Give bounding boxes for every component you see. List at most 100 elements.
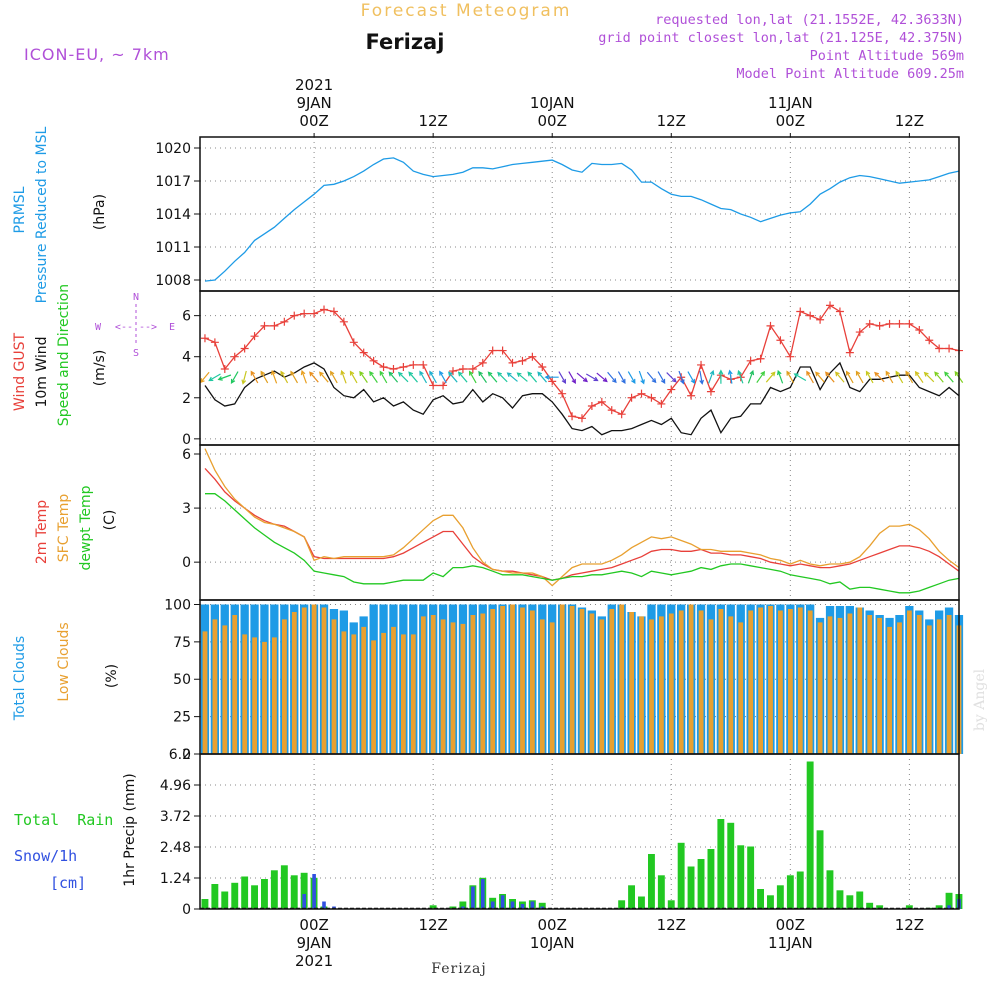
- gust-marker: [786, 352, 795, 361]
- pressure-label-prmsl: PRMSL: [12, 186, 28, 233]
- pressure-label-msl: Pressure Reduced to MSL: [34, 126, 50, 303]
- low-cloud-bar: [936, 619, 942, 754]
- low-cloud-bar: [420, 616, 426, 754]
- wind-direction-arrow: [607, 371, 617, 384]
- low-cloud-bar: [867, 615, 873, 754]
- wind-direction-arrow: [558, 371, 567, 384]
- low-cloud-bar: [807, 610, 813, 754]
- top-time-label: 12Z: [418, 112, 447, 130]
- low-cloud-bar: [708, 619, 714, 754]
- bottom-time-label: 2021: [295, 952, 333, 970]
- low-cloud-bar: [907, 610, 912, 754]
- wind-direction-arrow: [468, 370, 477, 384]
- low-cloud-bar: [768, 606, 773, 754]
- rain-bar: [538, 902, 546, 910]
- compass-south: S: [133, 348, 139, 359]
- wind-direction-arrow: [944, 371, 954, 383]
- low-cloud-bar: [361, 626, 367, 754]
- rain-bar: [826, 870, 834, 910]
- gust-marker: [468, 365, 477, 374]
- snow-bar: [520, 904, 525, 909]
- precip-label-group: Total Rain Snow/1h [cm] 1hr Precip (mm): [14, 773, 138, 892]
- low-cloud-bar: [262, 641, 267, 754]
- gust-marker: [230, 352, 239, 361]
- wind-direction-arrow: [280, 370, 289, 384]
- wind-direction-arrow: [497, 371, 508, 383]
- compass-east: E: [169, 322, 175, 333]
- temperature-series-dewpt-temp: [205, 493, 960, 594]
- rain-bar: [201, 899, 209, 909]
- top-time-label: 12Z: [657, 112, 686, 130]
- gust-marker: [320, 305, 329, 314]
- low-cloud-bar: [778, 610, 783, 754]
- gust-marker: [865, 319, 874, 328]
- wind-direction-arrow: [506, 372, 518, 382]
- wind-direction-arrow: [617, 371, 626, 384]
- wind-direction-arrow: [699, 370, 704, 385]
- rain-bar: [856, 891, 864, 909]
- gust-marker: [250, 332, 259, 341]
- rain-bar: [231, 882, 239, 910]
- wind-direction-arrow: [439, 370, 447, 384]
- gust-marker: [290, 311, 299, 320]
- low-cloud-bar: [212, 619, 218, 754]
- wind-direction-arrow: [777, 369, 784, 384]
- wind-direction-arrow: [478, 370, 487, 383]
- compass-arrows: <-- -->: [115, 322, 157, 333]
- pressure-unit: (hPa): [92, 194, 108, 230]
- gust-marker: [200, 334, 209, 343]
- gust-marker: [915, 326, 924, 335]
- clouds-ytick-label: 0: [182, 747, 191, 763]
- bottom-time-label: 9JAN: [297, 934, 332, 952]
- bottom-time-label: 10JAN: [530, 934, 575, 952]
- low-cloud-bar: [887, 626, 892, 754]
- top-time-label: 9JAN: [297, 94, 332, 112]
- wind-series-wind-gust: [204, 304, 960, 420]
- gust-marker: [220, 365, 229, 374]
- gust-marker: [706, 387, 715, 396]
- panels: 100810111014101710200246036025507510001.…: [155, 136, 964, 918]
- gust-marker: [449, 367, 457, 376]
- gust-marker: [627, 393, 636, 402]
- gust-marker: [409, 360, 418, 369]
- wind-direction-arrow: [708, 369, 715, 384]
- wind-direction-arrow: [527, 371, 538, 383]
- gust-marker: [855, 328, 864, 337]
- low-cloud-bar: [510, 604, 515, 754]
- low-cloud-bar: [579, 609, 585, 754]
- gust-marker: [637, 389, 646, 398]
- temp-unit: (C): [102, 510, 118, 531]
- low-cloud-bar: [946, 615, 952, 754]
- temp-label-group: 2m Temp SFC Temp dewpt Temp (C): [34, 485, 118, 570]
- wind-direction-arrow: [737, 369, 744, 384]
- gust-marker: [746, 356, 755, 365]
- wind-direction-arrow: [845, 370, 854, 384]
- snow-bar: [312, 874, 316, 909]
- clouds-ytick-label: 50: [173, 672, 191, 688]
- low-cloud-bar: [678, 610, 684, 754]
- low-cloud-bar: [391, 626, 396, 754]
- wind-direction-label: Speed and Direction: [56, 284, 72, 426]
- low-cloud-bar: [609, 609, 615, 754]
- gust-marker: [895, 319, 904, 328]
- gust-marker: [558, 389, 567, 398]
- gust-marker: [210, 338, 219, 347]
- gust-marker: [835, 307, 844, 316]
- low-cloud-bar: [758, 607, 763, 754]
- gust-marker: [816, 315, 825, 324]
- wind-direction-arrow: [756, 370, 766, 383]
- low-cloud-bar: [659, 616, 664, 754]
- temperature-ytick-label: 3: [182, 501, 191, 517]
- snow-bar: [302, 894, 306, 909]
- temperature-ytick-label: 0: [182, 555, 191, 571]
- rain-bar: [727, 822, 735, 910]
- gust-marker: [935, 344, 944, 353]
- wind-direction-arrow: [718, 369, 724, 384]
- wind-direction-arrow: [747, 369, 755, 384]
- rain-bar: [866, 902, 874, 910]
- snow-unit-label: [cm]: [50, 874, 86, 892]
- gust-marker: [478, 358, 487, 367]
- pressure-ytick-label: 1008: [155, 273, 191, 289]
- wind-direction-arrow: [576, 372, 588, 383]
